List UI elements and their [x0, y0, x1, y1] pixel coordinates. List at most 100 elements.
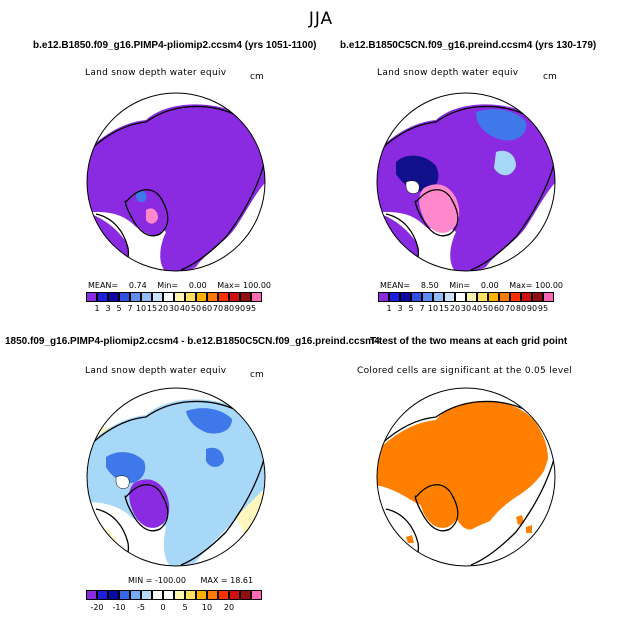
snow-region-mid-blue: [476, 109, 527, 141]
colorbar-2-tick-label: 20: [449, 304, 461, 313]
panel-2-max-label: Max=: [509, 281, 533, 290]
colorbar-3-tick-label: 10: [201, 603, 213, 612]
colorbar-1-swatch: [86, 292, 97, 302]
colorbar-3-swatch: [251, 590, 262, 600]
panel-3-variable-label: Land snow depth water equiv: [85, 366, 227, 376]
colorbar-1-tick-label: 70: [212, 304, 224, 313]
colorbar-3-tick-label: 5: [182, 603, 188, 612]
panel-1-title: b.e12.B1850.f09_g16.PIMP4-pliomip2.ccsm4…: [33, 40, 317, 51]
panel-1-stats: MEAN= 0.74 Min= 0.00 Max= 100.00: [88, 281, 271, 290]
panel-1-max-value: 100.00: [243, 281, 272, 290]
panel-3-title: 1850.f09_g16.PIMP4-pliomip2.ccsm4 - b.e1…: [5, 336, 380, 347]
colorbar-2-swatch: [422, 292, 433, 302]
colorbar-2-tick-label: 15: [438, 304, 450, 313]
colorbar-3-swatch: [108, 590, 119, 600]
colorbar-2-swatch: [466, 292, 477, 302]
colorbar-2-tick-label: 50: [482, 304, 494, 313]
colorbar-2-tick-label: 60: [493, 304, 505, 313]
colorbar-2-tick-label: 40: [471, 304, 483, 313]
panel-1-min-value: 0.00: [188, 281, 207, 290]
colorbar-1-tick-label: 40: [179, 304, 191, 313]
panel-2-units: cm: [543, 72, 557, 82]
panel-2-mean-label: MEAN=: [380, 281, 411, 290]
panel-2-min-value: 0.00: [480, 281, 499, 290]
colorbar-3-swatch: [218, 590, 229, 600]
colorbar-panel-3: [86, 590, 262, 600]
snow-region-light-blue: [494, 150, 516, 176]
colorbar-1-tick-label: 7: [127, 304, 133, 313]
colorbar-2-swatch: [433, 292, 444, 302]
snow-field-purple: [87, 104, 265, 271]
colorbar-1-swatch: [240, 292, 251, 302]
colorbar-1-tick-label: 5: [116, 304, 122, 313]
colorbar-2-swatch: [444, 292, 455, 302]
colorbar-2-tick-label: 7: [419, 304, 425, 313]
colorbar-panel-2: [378, 292, 554, 302]
colorbar-3-tick-label: -10: [112, 603, 126, 612]
colorbar-1-tick-label: 3: [105, 304, 111, 313]
panel-1-mean-value: 0.74: [128, 281, 147, 290]
colorbar-2-swatch: [400, 292, 411, 302]
colorbar-3-swatch: [229, 590, 240, 600]
map-panel-4: [376, 387, 556, 567]
snow-patch-pink: [146, 208, 158, 224]
colorbar-3-swatch: [86, 590, 97, 600]
colorbar-1-tick-label: 20: [157, 304, 169, 313]
colorbar-1-tick-label: 30: [168, 304, 180, 313]
colorbar-3-swatch: [207, 590, 218, 600]
colorbar-2-swatch: [543, 292, 554, 302]
colorbar-2-tick-label: 30: [460, 304, 472, 313]
colorbar-3-swatch: [240, 590, 251, 600]
colorbar-2-tick-label: 90: [526, 304, 538, 313]
colorbar-1-swatch: [196, 292, 207, 302]
colorbar-3-swatch: [185, 590, 196, 600]
colorbar-2-swatch: [455, 292, 466, 302]
panel-1-units: cm: [250, 72, 264, 82]
snow-patch-blue: [136, 190, 147, 203]
main-title: JJA: [308, 9, 334, 29]
panel-2-title: b.e12.B1850C5CN.f09_g16.preind.ccsm4 (yr…: [340, 40, 597, 51]
colorbar-1-swatch: [108, 292, 119, 302]
colorbar-3-swatch: [174, 590, 185, 600]
panel-3-stats: MIN = -100.00 MAX = 18.61: [128, 576, 253, 585]
colorbar-2-tick-label: 1: [386, 304, 392, 313]
colorbar-1-swatch: [141, 292, 152, 302]
colorbar-2-swatch: [477, 292, 488, 302]
colorbar-1-swatch: [229, 292, 240, 302]
colorbar-2-tick-label: 70: [504, 304, 516, 313]
colorbar-1-tick-label: 10: [135, 304, 147, 313]
colorbar-1-swatch: [119, 292, 130, 302]
colorbar-panel-3-ticks: -20 -10 -5 0 5 10 20: [86, 603, 262, 615]
colorbar-3-tick-label: -5: [137, 603, 145, 612]
panel-2-max-value: 100.00: [535, 281, 564, 290]
panel-1-mean-label: MEAN=: [88, 281, 119, 290]
map-panel-1: [86, 92, 266, 272]
panel-4-annotation: Colored cells are significant at the 0.0…: [357, 366, 573, 376]
diff-light-blue: [87, 399, 265, 566]
colorbar-3-tick-label: 20: [223, 603, 235, 612]
colorbar-3-swatch: [152, 590, 163, 600]
colorbar-3-swatch: [163, 590, 174, 600]
colorbar-2-swatch: [378, 292, 389, 302]
colorbar-1-tick-label: 60: [201, 304, 213, 313]
colorbar-1-swatch: [130, 292, 141, 302]
panel-3-min-label: MIN =: [128, 576, 153, 585]
colorbar-2-swatch: [532, 292, 543, 302]
colorbar-3-swatch: [196, 590, 207, 600]
colorbar-2-tick-label: 3: [397, 304, 403, 313]
significant-cells-orange: [377, 401, 548, 530]
colorbar-1-swatch: [163, 292, 174, 302]
colorbar-2-swatch: [488, 292, 499, 302]
diff-mid-blue: [106, 408, 232, 483]
colorbar-1-swatch: [185, 292, 196, 302]
colorbar-2-swatch: [499, 292, 510, 302]
colorbar-2-tick-label: 80: [515, 304, 527, 313]
panel-3-max-value: 18.61: [230, 576, 254, 585]
panel-4-title: T-test of the two means at each grid poi…: [370, 336, 568, 347]
panel-2-min-label: Min=: [449, 281, 471, 290]
colorbar-1-swatch: [97, 292, 108, 302]
colorbar-panel-2-ticks: 1 3 5 7 10 15 20 30 40 50 60 70 80 90 95: [378, 304, 554, 316]
colorbar-1-tick-label: 80: [223, 304, 235, 313]
colorbar-2-swatch: [510, 292, 521, 302]
colorbar-panel-1: [86, 292, 262, 302]
